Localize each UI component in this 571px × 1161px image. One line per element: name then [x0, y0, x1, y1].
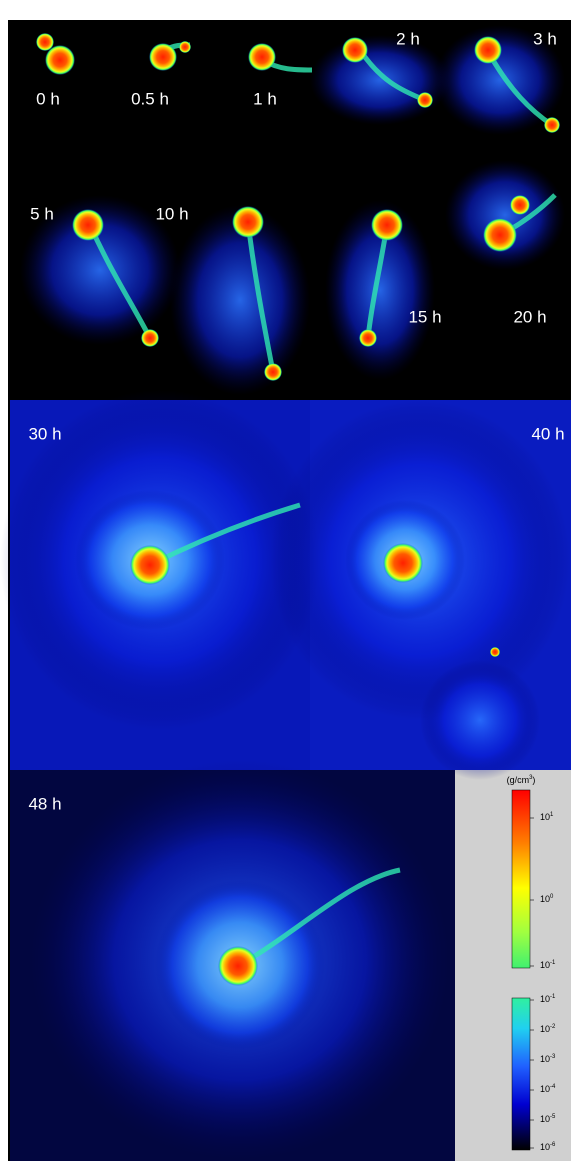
tick-base: 10	[540, 1142, 550, 1152]
panel-label: 2 h	[396, 29, 420, 48]
star	[483, 218, 517, 252]
tick-exp: -1	[550, 960, 556, 966]
star	[149, 43, 177, 71]
star	[179, 41, 191, 53]
tick-base: 10	[540, 894, 550, 904]
star	[544, 117, 560, 133]
tick-base: 10	[540, 1084, 550, 1094]
gas-cloud	[445, 160, 565, 270]
tick-base: 10	[540, 960, 550, 970]
tick-exp: -2	[550, 1024, 556, 1030]
panel-label: 15 h	[408, 307, 441, 326]
panel-label: 1 h	[253, 89, 277, 108]
panel-label: 30 h	[28, 424, 61, 443]
tick-base: 10	[540, 812, 550, 822]
unit-text: (g/cm	[507, 775, 530, 785]
tick-exp: -4	[550, 1084, 556, 1090]
panel-label: 48 h	[28, 794, 61, 813]
star	[359, 329, 377, 347]
star	[510, 195, 530, 215]
tick-exp: -3	[550, 1054, 556, 1060]
panel-label: 0.5 h	[131, 89, 169, 108]
colorbar-lower	[512, 998, 530, 1150]
panel-label: 3 h	[533, 29, 557, 48]
star	[130, 545, 170, 585]
star	[248, 43, 276, 71]
star	[45, 45, 75, 75]
star	[417, 92, 433, 108]
unit-close: )	[532, 775, 535, 785]
panel-label: 10 h	[155, 204, 188, 223]
star	[371, 209, 403, 241]
star	[72, 209, 104, 241]
panel-label: 20 h	[513, 307, 546, 326]
tick-base: 10	[540, 994, 550, 1004]
top-margin	[0, 0, 571, 20]
tick-exp: -5	[550, 1114, 556, 1120]
tick-exp: -6	[550, 1142, 556, 1148]
figure: 0 h 0.5 h 1 h 2 h 3 h 5 h 10 h 15 h 20 h 30 h 40 h…	[0, 0, 571, 1161]
tick-base: 10	[540, 1054, 550, 1064]
star	[490, 647, 500, 657]
gas-cloud	[420, 660, 540, 780]
colorbar-upper	[512, 790, 530, 968]
star	[264, 363, 282, 381]
star	[342, 37, 368, 63]
panel-label: 0 h	[36, 89, 60, 108]
panel-label: 40 h	[531, 424, 564, 443]
tick-base: 10	[540, 1024, 550, 1034]
gas-cloud	[310, 35, 450, 125]
panel-label: 5 h	[30, 204, 54, 223]
star	[141, 329, 159, 347]
tick-exp: -1	[550, 994, 556, 1000]
star	[232, 206, 264, 238]
star	[474, 36, 502, 64]
star	[218, 946, 258, 986]
star	[383, 543, 423, 583]
tick-base: 10	[540, 1114, 550, 1124]
